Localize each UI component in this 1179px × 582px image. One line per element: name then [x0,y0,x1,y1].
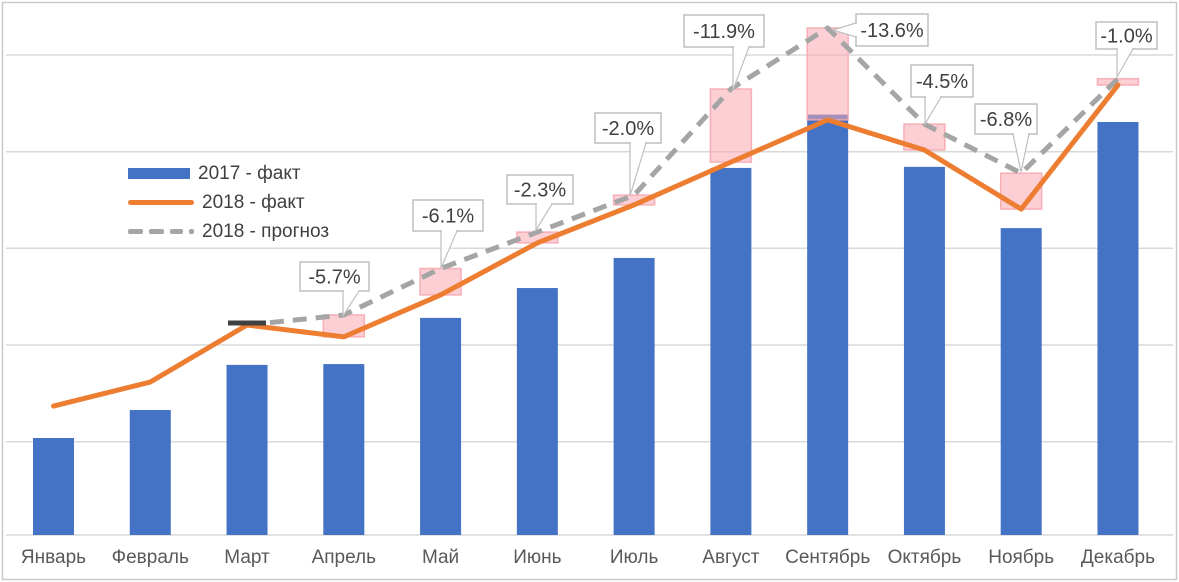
x-axis-label-10: Октябрь [888,547,962,568]
legend-bar-swatch-icon [128,168,190,179]
callout-box [683,14,765,48]
bar-month-2 [129,410,171,535]
x-axis-label-12: Декабрь [1081,547,1155,568]
callout-label: -6.1% [422,206,474,228]
callout-label: -2.3% [514,180,566,202]
deviation-bar-month-9 [806,27,849,121]
callout-box [974,103,1038,135]
callout-box [299,261,370,292]
legend: 2017 - факт 2018 - факт 2018 - прогноз [128,159,329,246]
bar-month-5 [420,317,462,535]
bar-month-12 [1097,121,1139,535]
x-axis-label-8: Август [702,547,759,568]
legend-item-2018-fact: 2018 - факт [128,188,329,217]
bar-month-8 [710,167,752,536]
deviation-bar-month-5 [419,267,462,296]
callout-label: -1.0% [1100,26,1152,48]
callout-label: -2.0% [602,118,654,140]
x-axis-label-3: Март [224,547,270,568]
x-axis-label-6: Июнь [513,547,561,568]
callout-box [1095,21,1158,50]
bar-month-4 [323,364,365,535]
bar-month-7 [613,257,655,535]
bar-month-11 [1000,228,1042,535]
callout-box [910,64,974,98]
legend-item-2018-forecast: 2018 - прогноз [128,217,329,246]
callout-box [506,174,574,205]
bar-month-3 [226,364,268,535]
x-axis-label-5: Май [422,547,459,568]
callout-pointer [535,203,554,233]
legend-label: 2018 - прогноз [202,220,330,242]
callout-pointer [1116,48,1135,80]
legend-line-swatch-icon [128,200,194,205]
callout-box [594,112,662,144]
callout-label: -5.7% [308,267,360,289]
deviation-bar-month-8 [709,88,753,163]
callout-pointer [924,96,943,127]
callout-label: -11.9% [693,21,755,43]
legend-dashed-line-swatch-icon [128,229,194,234]
callout-box [855,13,929,47]
x-axis-label-9: Сентябрь [785,547,870,568]
bar-month-1 [33,438,74,535]
bar-month-6 [516,288,558,535]
legend-item-2017-fact: 2017 - факт [128,159,329,188]
x-axis-label-4: Апрель [312,547,377,568]
x-axis-label-11: Ноябрь [988,547,1054,568]
forecast-line [246,25,1120,328]
callout-label: -6.8% [980,109,1032,131]
legend-label: 2017 - факт [198,162,301,184]
callout-label: -13.6% [860,20,924,42]
bar-month-10 [903,166,945,535]
x-axis-label-7: Июль [610,547,659,568]
callout-label: -4.5% [916,71,968,93]
x-axis-label-2: Февраль [112,547,189,568]
legend-label: 2018 - факт [202,191,305,213]
bar-month-9 [807,114,849,535]
callout-pointer [732,46,750,91]
actual-line [51,82,1121,409]
x-axis-label-1: Январь [21,547,86,568]
